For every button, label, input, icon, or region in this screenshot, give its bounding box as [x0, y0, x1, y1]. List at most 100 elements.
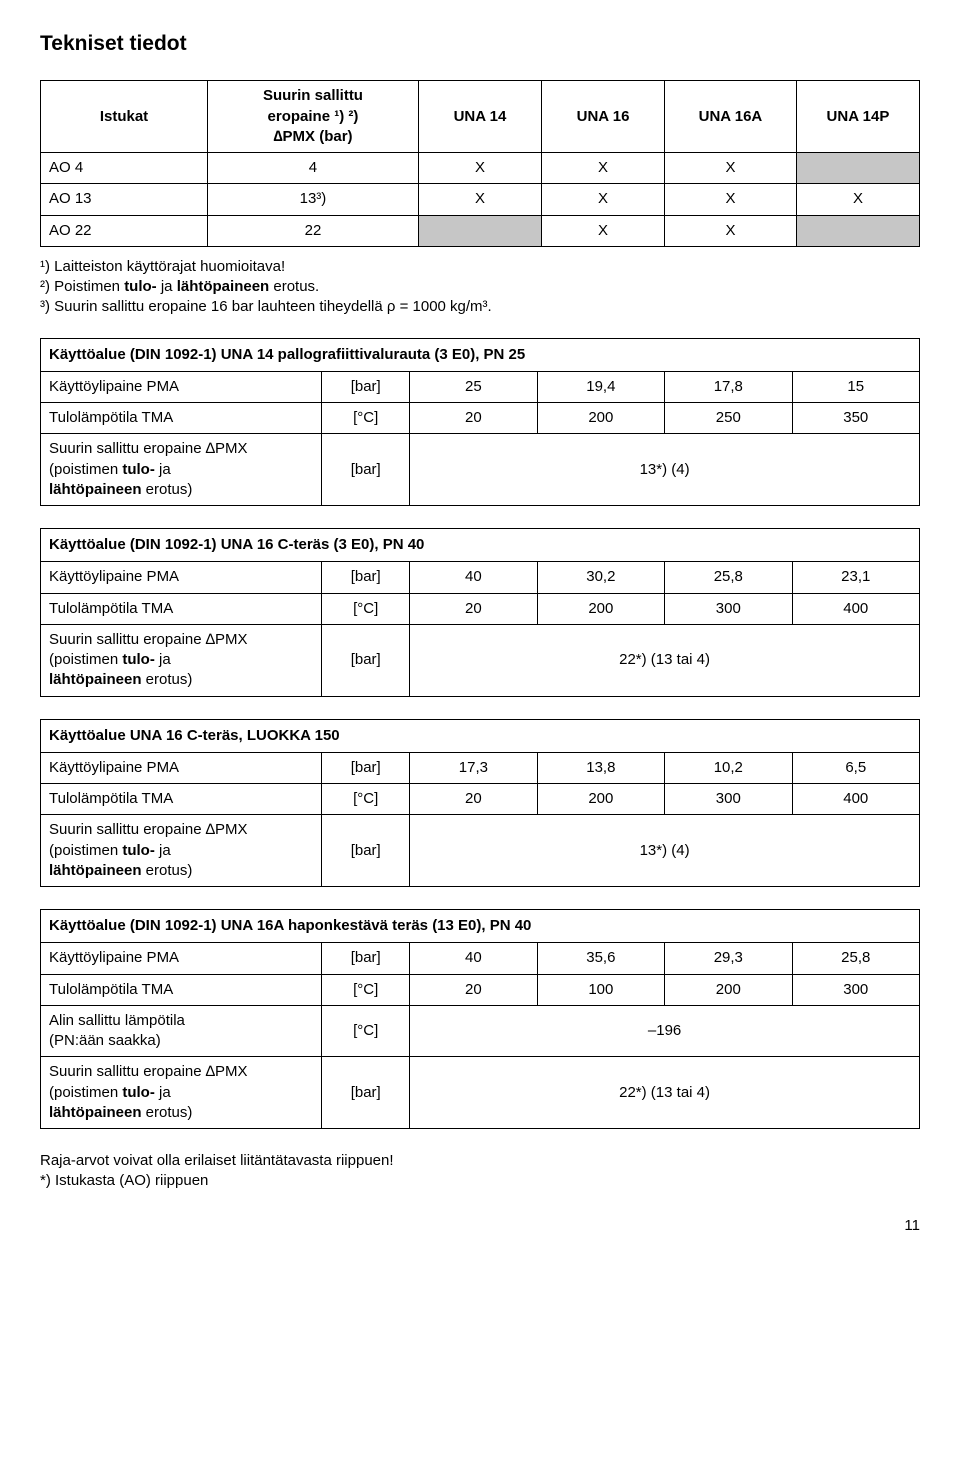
- cell: X: [542, 184, 665, 215]
- table-row: AO 22 22 X X: [41, 215, 920, 246]
- th-una16: UNA 16: [542, 81, 665, 153]
- cell: 200: [537, 593, 664, 624]
- cell-grey: [796, 215, 919, 246]
- cell-grey: [796, 153, 919, 184]
- cell: AO 22: [41, 215, 208, 246]
- range-table-d: Käyttöalue (DIN 1092-1) UNA 16A haponkes…: [40, 909, 920, 1129]
- cell: X: [796, 184, 919, 215]
- dpmx-l1: Suurin sallittu eropaine ∆PMX: [49, 1063, 247, 1080]
- cell: 15: [792, 371, 919, 402]
- th-eropaine: Suurin sallittu eropaine ¹) ²) ∆PMX (bar…: [208, 81, 419, 153]
- dpmx-l2b: tulo-: [122, 651, 154, 668]
- dpmx-l2c: ja: [155, 651, 171, 668]
- dpmx-l2b: tulo-: [122, 842, 154, 859]
- cell: 40: [410, 562, 537, 593]
- footnote-2: ²) Poistimen tulo- ja lähtöpaineen erotu…: [40, 277, 920, 297]
- cell: [°C]: [322, 974, 410, 1005]
- mt-l2: (PN:ään saakka): [49, 1032, 161, 1049]
- cell: X: [418, 184, 541, 215]
- cell: 22*) (13 tai 4): [410, 1057, 920, 1129]
- cell: 350: [792, 403, 919, 434]
- cell: 23,1: [792, 562, 919, 593]
- table-a-title: Käyttöalue (DIN 1092-1) UNA 14 pallograf…: [41, 338, 920, 371]
- dpmx-l2a: (poistimen: [49, 461, 122, 478]
- table-b-title: Käyttöalue (DIN 1092-1) UNA 16 C-teräs (…: [41, 529, 920, 562]
- range-table-a: Käyttöalue (DIN 1092-1) UNA 14 pallograf…: [40, 338, 920, 507]
- cell: Tulolämpötila TMA: [41, 784, 322, 815]
- table-row: AO 13 13³) X X X X: [41, 184, 920, 215]
- cell: [°C]: [322, 403, 410, 434]
- page-number: 11: [40, 1216, 920, 1236]
- cell: [°C]: [322, 784, 410, 815]
- cell: Käyttöylipaine PMA: [41, 562, 322, 593]
- cell: 22*) (13 tai 4): [410, 624, 920, 696]
- cell: 13*) (4): [410, 815, 920, 887]
- table-row: Käyttöylipaine PMA [bar] 40 35,6 29,3 25…: [41, 943, 920, 974]
- dpmx-l2a: (poistimen: [49, 842, 122, 859]
- cell: 200: [537, 403, 664, 434]
- dpmx-label: Suurin sallittu eropaine ∆PMX (poistimen…: [41, 624, 322, 696]
- th-una14p: UNA 14P: [796, 81, 919, 153]
- cell: 20: [410, 593, 537, 624]
- cell: 29,3: [665, 943, 792, 974]
- dpmx-l2c: ja: [155, 842, 171, 859]
- th-istukat: Istukat: [41, 81, 208, 153]
- cell: [bar]: [322, 1057, 410, 1129]
- footer-line2: *) Istukasta (AO) riippuen: [40, 1171, 920, 1191]
- footnote-3: ³) Suurin sallittu eropaine 16 bar lauht…: [40, 297, 920, 317]
- dpmx-l3a: lähtöpaineen: [49, 862, 142, 879]
- dpmx-label: Suurin sallittu eropaine ∆PMX (poistimen…: [41, 434, 322, 506]
- th-eropaine-l1: Suurin sallittu: [216, 86, 410, 106]
- cell: [bar]: [322, 624, 410, 696]
- cell: 300: [665, 784, 792, 815]
- dpmx-l3b: erotus): [142, 1104, 193, 1121]
- dpmx-l2c: ja: [155, 461, 171, 478]
- cell: Tulolämpötila TMA: [41, 403, 322, 434]
- dpmx-l1: Suurin sallittu eropaine ∆PMX: [49, 631, 247, 648]
- mt-l1: Alin sallittu lämpötila: [49, 1012, 185, 1029]
- istukat-table: Istukat Suurin sallittu eropaine ¹) ²) ∆…: [40, 80, 920, 247]
- cell: 25,8: [792, 943, 919, 974]
- cell-grey: [418, 215, 541, 246]
- table-row: Tulolämpötila TMA [°C] 20 100 200 300: [41, 974, 920, 1005]
- dpmx-l2a: (poistimen: [49, 1084, 122, 1101]
- cell: X: [542, 215, 665, 246]
- th-eropaine-l3: ∆PMX (bar): [216, 127, 410, 147]
- cell: 35,6: [537, 943, 664, 974]
- dpmx-l3b: erotus): [142, 862, 193, 879]
- footnotes: ¹) Laitteiston käyttörajat huomioitava! …: [40, 257, 920, 318]
- th-una16a: UNA 16A: [665, 81, 797, 153]
- cell: Käyttöylipaine PMA: [41, 371, 322, 402]
- page-title: Tekniset tiedot: [40, 30, 920, 58]
- dpmx-l1: Suurin sallittu eropaine ∆PMX: [49, 440, 247, 457]
- dpmx-l3b: erotus): [142, 671, 193, 688]
- cell: [bar]: [322, 943, 410, 974]
- table-row: Käyttöylipaine PMA [bar] 17,3 13,8 10,2 …: [41, 752, 920, 783]
- cell: 20: [410, 784, 537, 815]
- cell: 13³): [208, 184, 419, 215]
- cell: AO 4: [41, 153, 208, 184]
- table-row: Tulolämpötila TMA [°C] 20 200 300 400: [41, 784, 920, 815]
- cell: 20: [410, 403, 537, 434]
- table-row: Suurin sallittu eropaine ∆PMX (poistimen…: [41, 815, 920, 887]
- cell: 19,4: [537, 371, 664, 402]
- cell: [°C]: [322, 593, 410, 624]
- cell: 200: [665, 974, 792, 1005]
- dpmx-l3a: lähtöpaineen: [49, 671, 142, 688]
- table-row: Tulolämpötila TMA [°C] 20 200 250 350: [41, 403, 920, 434]
- th-una14: UNA 14: [418, 81, 541, 153]
- cell: 300: [792, 974, 919, 1005]
- table-row: AO 4 4 X X X: [41, 153, 920, 184]
- dpmx-l2b: tulo-: [122, 461, 154, 478]
- cell: [°C]: [322, 1005, 410, 1057]
- cell: Käyttöylipaine PMA: [41, 752, 322, 783]
- cell: [bar]: [322, 371, 410, 402]
- cell: 17,3: [410, 752, 537, 783]
- table-row: Käyttöylipaine PMA [bar] 40 30,2 25,8 23…: [41, 562, 920, 593]
- cell: 22: [208, 215, 419, 246]
- cell: 400: [792, 784, 919, 815]
- table-row: Suurin sallittu eropaine ∆PMX (poistimen…: [41, 1057, 920, 1129]
- cell: 250: [665, 403, 792, 434]
- cell: 6,5: [792, 752, 919, 783]
- cell: 25: [410, 371, 537, 402]
